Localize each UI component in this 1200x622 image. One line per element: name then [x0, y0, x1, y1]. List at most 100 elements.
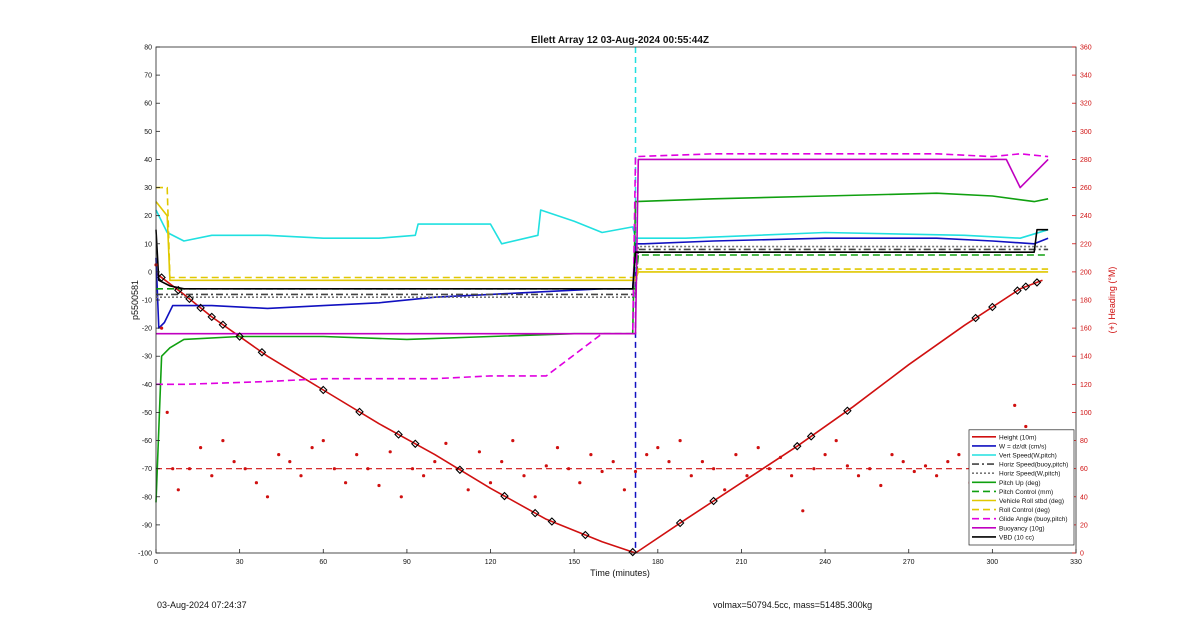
heading-point	[332, 467, 336, 471]
heading-point	[355, 453, 359, 457]
heading-point	[1013, 403, 1017, 407]
dive-marker	[1021, 282, 1031, 291]
dive-marker	[235, 332, 244, 341]
heading-point	[388, 450, 392, 454]
y-right-tick-label: 120	[1080, 382, 1092, 389]
legend-label: Buoyancy (10g)	[999, 525, 1045, 532]
y-right-tick-label: 360	[1080, 45, 1092, 52]
heading-point	[823, 453, 827, 457]
heading-point	[600, 469, 604, 474]
footer-mass-info: volmax=50794.5cc, mass=51485.300kg	[713, 600, 873, 610]
heading-point	[935, 474, 939, 478]
y-axis-label-left: p5500581	[130, 280, 140, 320]
heading-point	[734, 453, 738, 457]
x-tick-label: 300	[987, 559, 999, 566]
heading-point	[712, 467, 716, 471]
legend-label: Height (10m)	[999, 434, 1037, 441]
y-tick-label: -90	[142, 522, 152, 529]
dive-marker	[988, 302, 997, 312]
legend-label: VBD (10 cc)	[999, 534, 1034, 541]
heading-point	[199, 446, 203, 450]
y-tick-label: -100	[138, 551, 152, 558]
y-tick-label: -50	[142, 410, 152, 417]
dive-marker	[157, 273, 166, 282]
legend-label: Vert Speed(W,pitch)	[999, 453, 1057, 460]
dive-marker	[218, 320, 228, 330]
heading-point	[667, 460, 671, 464]
series-line-5	[155, 192, 1049, 503]
y-right-tick-label: 280	[1080, 157, 1092, 164]
x-tick-label: 120	[485, 559, 497, 566]
heading-point	[957, 453, 961, 457]
heading-point	[756, 446, 760, 450]
heading-point	[923, 464, 928, 468]
heading-point	[321, 439, 325, 443]
y-right-tick-label: 240	[1080, 213, 1092, 220]
heading-point	[533, 495, 537, 499]
dive-marker	[207, 312, 217, 322]
y-tick-label: -10	[142, 298, 152, 305]
heading-point	[856, 474, 861, 478]
dive-marker	[628, 547, 638, 557]
footer-timestamp: 03-Aug-2024 07:24:37	[157, 600, 247, 610]
x-tick-label: 90	[403, 559, 411, 566]
heading-point	[834, 439, 838, 443]
heading-point	[812, 467, 816, 471]
y-tick-label: 50	[144, 129, 152, 136]
plot-frame	[155, 46, 1077, 554]
heading-point	[767, 467, 771, 471]
dive-marker	[455, 465, 465, 475]
heading-point	[410, 467, 415, 471]
heading-point	[176, 488, 180, 492]
heading-point	[288, 460, 292, 464]
dive-marker	[410, 439, 420, 449]
y-tick-label: 30	[144, 185, 152, 192]
x-tick-label: 210	[736, 559, 748, 566]
heading-point	[466, 488, 470, 492]
heading-point	[265, 495, 270, 499]
dive-marker	[1013, 286, 1022, 295]
y-tick-label: 60	[144, 101, 152, 108]
legend-box	[968, 429, 1075, 546]
y-tick-label: -80	[142, 494, 152, 501]
dive-marker	[257, 348, 267, 357]
y-right-tick-label: 20	[1080, 522, 1088, 529]
heading-point	[366, 467, 370, 471]
legend-label: Glide Angle (buoy,pitch)	[999, 516, 1068, 523]
y-right-tick-label: 220	[1080, 241, 1092, 248]
x-tick-label: 330	[1070, 559, 1082, 566]
series-line-7	[155, 201, 1049, 282]
y-right-tick-label: 180	[1080, 298, 1092, 305]
heading-point	[801, 509, 805, 513]
y-tick-label: -20	[142, 326, 152, 333]
dive-marker	[1032, 278, 1042, 287]
heading-point	[243, 467, 247, 471]
heading-point	[160, 326, 164, 330]
dive-marker	[971, 313, 980, 323]
heading-point	[500, 460, 504, 464]
heading-point	[232, 460, 236, 464]
dive-marker	[792, 441, 802, 451]
heading-point	[210, 474, 214, 478]
x-tick-label: 150	[568, 559, 580, 566]
heading-point	[221, 439, 225, 443]
heading-point	[422, 474, 426, 478]
y-right-tick-label: 80	[1080, 438, 1088, 445]
legend-label: W = dz/dt (cm/s)	[999, 443, 1047, 450]
heading-point	[778, 455, 783, 459]
x-axis-label: Time (minutes)	[590, 568, 650, 578]
x-tick-label: 0	[154, 559, 158, 566]
legend: Height (10m) W = dz/dt (cm/s) Vert Speed(W…	[968, 429, 1075, 546]
heading-point	[310, 446, 314, 450]
heading-point	[901, 460, 905, 464]
heading-point	[868, 467, 872, 471]
heading-point	[689, 474, 693, 478]
dive-marker	[355, 407, 364, 417]
y-tick-label: 20	[144, 213, 152, 220]
x-tick-label: 30	[236, 559, 244, 566]
legend-label: Roll Control (deg)	[999, 507, 1050, 514]
heading-point	[723, 488, 727, 492]
series-line-0	[155, 272, 1043, 554]
heading-point	[1024, 424, 1028, 429]
series-line-10	[156, 158, 1049, 335]
